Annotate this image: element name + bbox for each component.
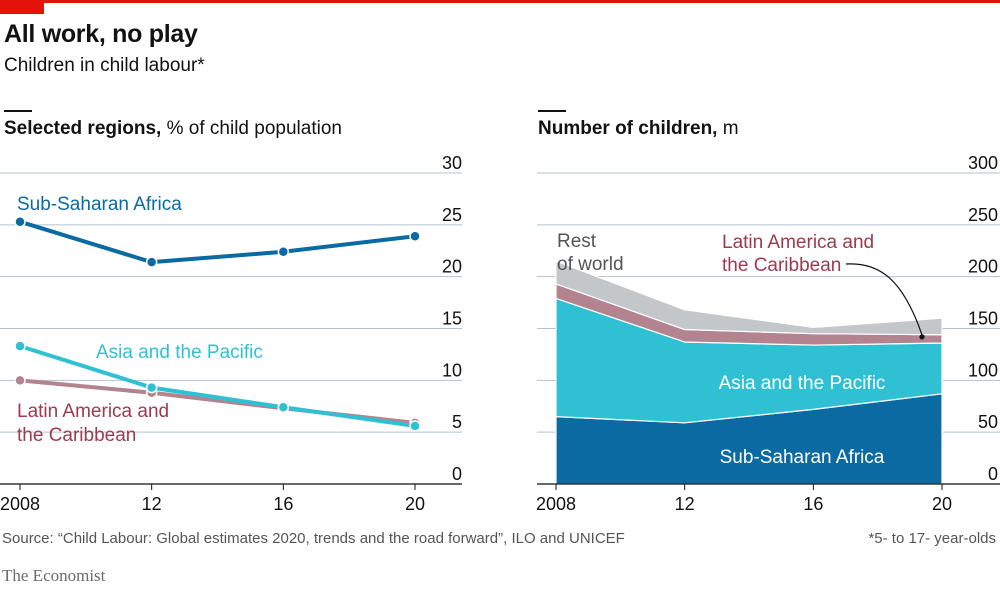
right-x-tick-2008: 2008 xyxy=(536,494,576,514)
left-panel-title-unit: % of child population xyxy=(161,118,342,139)
economist-red-tag xyxy=(0,0,44,14)
right-panel-title: Number of children, m xyxy=(538,118,739,140)
left-point-sub-saharan-africa-16 xyxy=(277,246,290,258)
left-y-tick-30: 30 xyxy=(442,153,462,173)
left-x-tick-2008: 2008 xyxy=(0,494,40,514)
right-y-tick-0: 0 xyxy=(988,464,998,484)
right-area-chart: 0 50 100 150 200 250 300 2008 12 16 20 Sub-Saharan … xyxy=(536,153,1000,514)
right-panel-rule xyxy=(538,110,566,112)
right-y-tick-100: 100 xyxy=(968,360,998,380)
left-line-asia-and-the-pacific xyxy=(18,344,417,428)
left-y-tick-10: 10 xyxy=(442,360,462,380)
left-point-sub-saharan-africa-20 xyxy=(409,230,421,242)
right-label-asia-and-the-pacific: Asia and the Pacific xyxy=(719,373,886,394)
left-panel-title-bold: Selected regions, xyxy=(4,118,162,139)
left-panel-rule xyxy=(4,110,32,112)
chart-subtitle: Children in child labour* xyxy=(4,55,205,76)
left-point-sub-saharan-africa-12 xyxy=(145,256,158,268)
right-annotation-leader-line xyxy=(845,263,923,336)
right-area-rest-of-world xyxy=(555,260,943,336)
left-label-latin-america-line-1: Latin America and xyxy=(17,401,169,422)
right-y-tick-250: 250 xyxy=(968,205,998,225)
footnote: *5- to 17- year-olds xyxy=(868,530,996,547)
left-label-latin-america-line-2: the Caribbean xyxy=(17,425,136,446)
right-y-tick-300: 300 xyxy=(968,153,998,173)
right-panel-title-unit: m xyxy=(717,118,739,139)
chart-title: All work, no play xyxy=(4,20,198,48)
left-point-sub-saharan-africa-2008 xyxy=(14,215,26,228)
right-label-rest-of-world-line-2: of world xyxy=(557,254,624,275)
economist-logo-text: The Economist xyxy=(2,566,106,585)
right-label-sub-saharan-africa: Sub-Saharan Africa xyxy=(720,447,885,468)
left-y-tick-15: 15 xyxy=(442,309,462,329)
right-panel-title-bold: Number of children, xyxy=(538,118,718,139)
left-y-tick-25: 25 xyxy=(442,205,462,225)
left-line-chart: 0 5 10 15 20 25 30 2008 12 16 20 Sub-Saharan Africa… xyxy=(0,153,462,514)
source-note: Source: “Child Labour: Global estimates … xyxy=(2,530,625,547)
left-line-sub-saharan-africa xyxy=(18,219,417,265)
left-label-asia-and-the-pacific: Asia and the Pacific xyxy=(96,342,263,363)
left-point-asia-and-the-pacific-16 xyxy=(277,401,290,414)
right-x-tick-20: 20 xyxy=(932,494,952,514)
left-point-asia-and-the-pacific-12 xyxy=(145,381,158,394)
right-annotation-leader-dot xyxy=(919,334,925,340)
left-x-tick-16: 16 xyxy=(273,494,293,514)
left-point-asia-and-the-pacific-20 xyxy=(409,420,421,432)
left-x-tick-12: 12 xyxy=(142,494,162,514)
right-label-rest-of-world-line-1: Rest xyxy=(557,231,597,252)
left-label-sub-saharan-africa: Sub-Saharan Africa xyxy=(17,194,182,215)
top-accent-bar xyxy=(0,0,1000,3)
right-label-latin-america-line-2: the Caribbean xyxy=(722,255,841,276)
left-panel-title: Selected regions, % of child population xyxy=(4,118,342,140)
right-x-tick-16: 16 xyxy=(803,494,823,514)
left-x-tick-20: 20 xyxy=(405,494,425,514)
left-point-asia-and-the-pacific-2008 xyxy=(14,340,26,352)
left-y-tick-0: 0 xyxy=(452,464,462,484)
right-y-tick-200: 200 xyxy=(968,257,998,277)
right-y-tick-150: 150 xyxy=(968,309,998,329)
right-y-tick-50: 50 xyxy=(978,412,998,432)
left-y-tick-20: 20 xyxy=(442,257,462,277)
right-x-tick-12: 12 xyxy=(675,494,695,514)
right-label-latin-america-line-1: Latin America and xyxy=(722,232,874,253)
left-y-tick-5: 5 xyxy=(452,412,462,432)
left-point-latin-america-and-the-caribbean-2008 xyxy=(14,374,26,387)
